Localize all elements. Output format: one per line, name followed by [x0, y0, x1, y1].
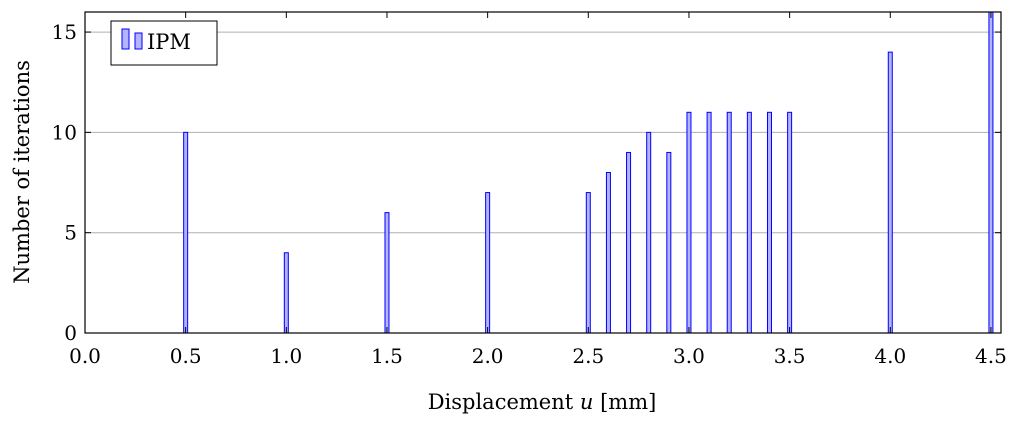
bar: [626, 151, 632, 334]
bar: [988, 11, 994, 334]
bars: [183, 11, 994, 334]
y-tick-label: 10: [52, 120, 77, 144]
x-tick-label: 4.5: [975, 344, 1007, 368]
x-tick-label: 1.5: [371, 344, 403, 368]
bar: [726, 111, 732, 334]
x-tick-label: 2.5: [572, 344, 604, 368]
bar: [787, 111, 793, 334]
y-tick-label: 15: [52, 20, 77, 44]
x-tick-label: 2.0: [472, 344, 504, 368]
legend: IPM: [110, 20, 218, 66]
bar: [283, 252, 289, 334]
x-axis-label-unit: [mm]: [593, 390, 656, 414]
bar: [485, 192, 491, 334]
y-tick-label: 5: [64, 221, 77, 245]
plot-frame: [84, 11, 1002, 334]
y-tick-label: 0: [64, 321, 77, 345]
bar: [706, 111, 712, 334]
x-tick-label: 0.0: [69, 344, 101, 368]
x-tick-label: 1.0: [270, 344, 302, 368]
x-tick-label: 0.5: [170, 344, 202, 368]
bar: [605, 172, 611, 334]
x-axis-label-variable: u: [580, 390, 594, 414]
legend-label: IPM: [147, 30, 191, 54]
bar: [585, 192, 591, 334]
bar: [384, 212, 390, 334]
y-axis-label: Number of iterations: [10, 60, 34, 284]
x-tick-label: 3.0: [673, 344, 705, 368]
bar: [887, 51, 893, 334]
x-tick-label: 4.0: [874, 344, 906, 368]
legend-bar-icon: [121, 28, 143, 50]
bar: [686, 111, 692, 334]
bar: [666, 151, 672, 334]
x-axis-label: Displacement u [mm]: [428, 390, 657, 414]
bar: [746, 111, 752, 334]
x-ticks: 0.0 0.5 1.0 1.5 2.0 2.5 3.0 3.5 4.0 4.5: [69, 12, 1007, 368]
bar: [766, 111, 772, 334]
grid-lines: [85, 31, 1001, 234]
bar: [646, 131, 652, 334]
bar: [183, 131, 189, 334]
y-ticks: 0 5 10 15: [52, 20, 1001, 345]
x-axis-label-text: Displacement: [428, 390, 580, 414]
x-tick-label: 3.5: [774, 344, 806, 368]
